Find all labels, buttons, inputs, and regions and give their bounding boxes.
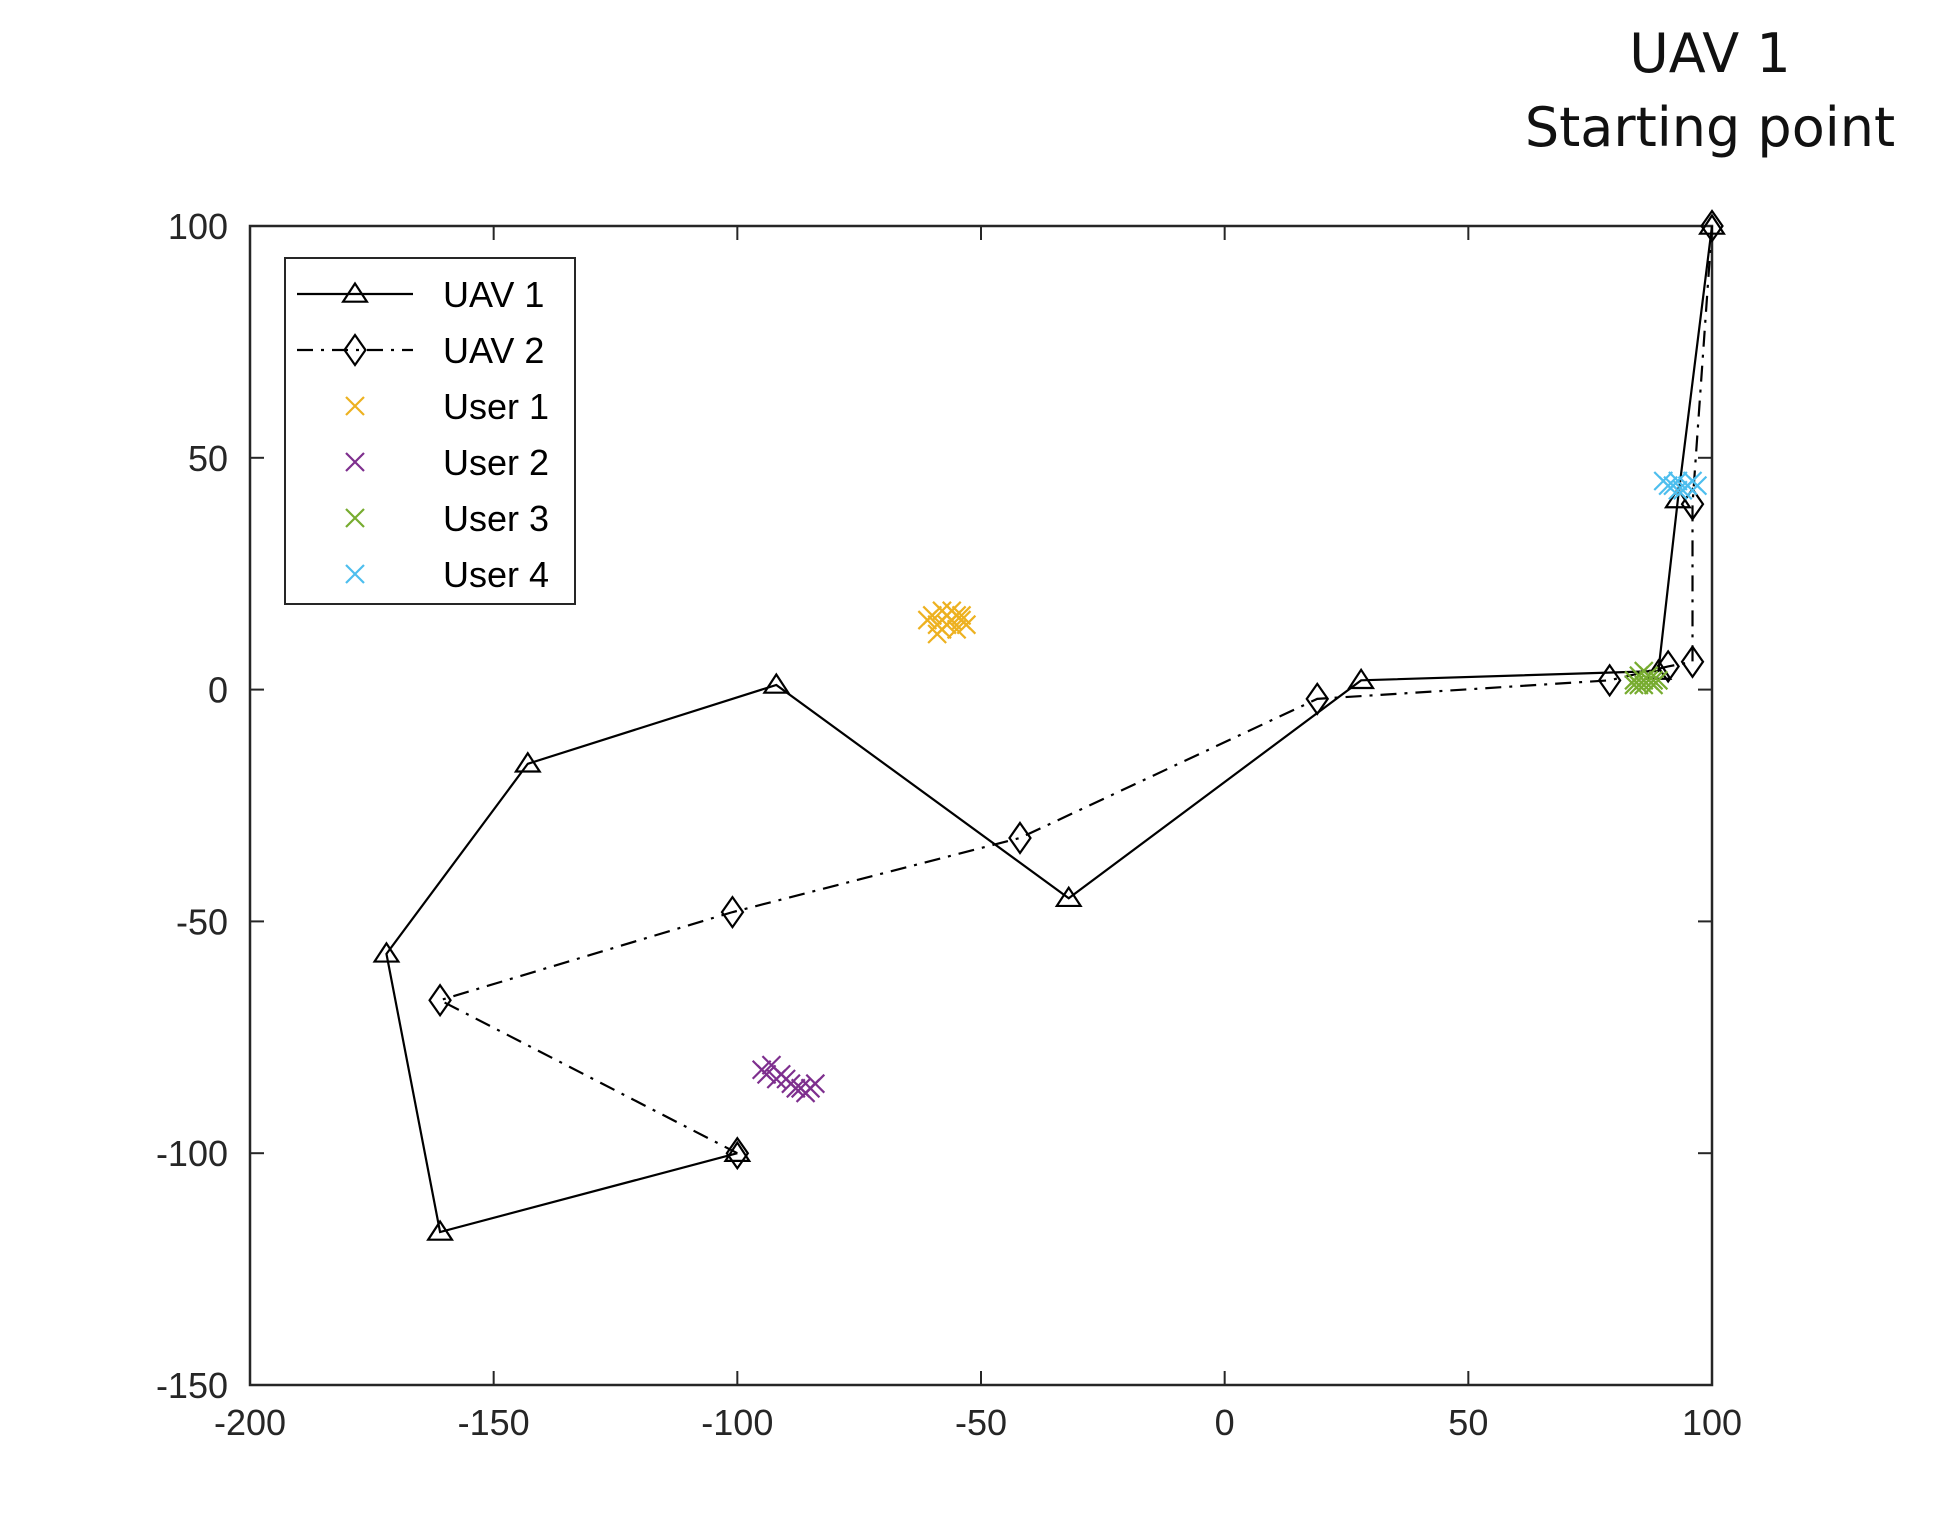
legend-label: User 4 — [443, 554, 549, 595]
annotation-starting-point: Starting point — [1524, 96, 1896, 159]
legend-marker-x — [345, 564, 365, 584]
y-tick-label: -150 — [156, 1365, 228, 1406]
legend-marker-x — [345, 452, 365, 472]
x-tick-label: -50 — [955, 1402, 1007, 1443]
legend-label: User 3 — [443, 498, 549, 539]
data-point-diamond — [1656, 649, 1680, 684]
series-user-2 — [751, 1055, 826, 1103]
data-point-diamond — [1305, 681, 1330, 716]
x-tick-label: 50 — [1448, 1402, 1488, 1443]
data-point-diamond — [1680, 644, 1705, 679]
x-tick-label: -100 — [701, 1402, 773, 1443]
x-tick-label: -200 — [214, 1402, 286, 1443]
legend-marker-x — [345, 508, 365, 528]
data-point-diamond — [1597, 663, 1622, 698]
series-user-1 — [917, 601, 977, 644]
data-point-x — [1633, 661, 1654, 681]
data-point-x — [1668, 471, 1688, 491]
data-point-diamond — [725, 1136, 750, 1171]
series-user-4 — [1653, 471, 1708, 501]
legend-box — [284, 257, 576, 605]
data-point-triangle — [426, 1219, 454, 1241]
x-tick-label: 0 — [1215, 1402, 1235, 1443]
data-point-x — [946, 619, 967, 640]
x-tick-label: 100 — [1682, 1402, 1742, 1443]
legend-marker-x — [345, 396, 365, 416]
data-point-x — [766, 1069, 787, 1089]
data-point-triangle — [372, 941, 401, 963]
legend-marker-triangle — [341, 281, 369, 303]
data-point-triangle — [1054, 885, 1083, 908]
legend: UAV 1 UAV 2 User 1 User 2 User 3 User 4 — [284, 257, 576, 605]
data-point-x — [951, 605, 972, 626]
x-tick-label: -150 — [458, 1402, 530, 1443]
data-point-x — [917, 610, 938, 630]
series-uav-1 — [372, 213, 1726, 1241]
data-point-diamond — [1008, 821, 1032, 855]
series-uav-2 — [428, 209, 1724, 1171]
data-point-triangle — [723, 1140, 752, 1163]
data-point-x — [1668, 480, 1688, 501]
legend-label: UAV 2 — [443, 330, 544, 371]
y-tick-label: -50 — [176, 901, 228, 942]
data-point-triangle — [1663, 487, 1692, 509]
y-tick-label: 50 — [188, 438, 228, 479]
data-point-triangle — [762, 672, 791, 694]
annotation-uav1: UAV 1 — [1629, 22, 1791, 85]
legend-label: UAV 1 — [443, 274, 544, 315]
legend-marker-diamond — [343, 333, 367, 367]
legend-label: User 2 — [443, 442, 549, 483]
data-point-x — [1624, 675, 1644, 695]
data-point-triangle — [513, 751, 542, 773]
data-point-x — [786, 1078, 806, 1099]
data-point-x — [795, 1083, 816, 1103]
data-point-diamond — [1700, 209, 1724, 243]
data-point-x — [927, 614, 947, 635]
y-tick-label: 100 — [168, 206, 228, 247]
legend-label: User 1 — [443, 386, 549, 427]
series-user-3 — [1624, 661, 1669, 695]
y-tick-label: 0 — [208, 670, 228, 711]
data-point-x — [1658, 475, 1678, 496]
series-line — [385, 225, 1714, 1234]
data-point-diamond — [428, 983, 452, 1018]
series-line — [437, 225, 1714, 1155]
data-point-triangle — [1347, 667, 1376, 690]
data-point-x — [1677, 475, 1698, 496]
data-point-x — [756, 1064, 777, 1085]
data-point-diamond — [720, 895, 745, 930]
y-tick-label: -100 — [156, 1133, 228, 1174]
data-point-x — [1687, 475, 1708, 496]
data-point-x — [1648, 670, 1669, 691]
